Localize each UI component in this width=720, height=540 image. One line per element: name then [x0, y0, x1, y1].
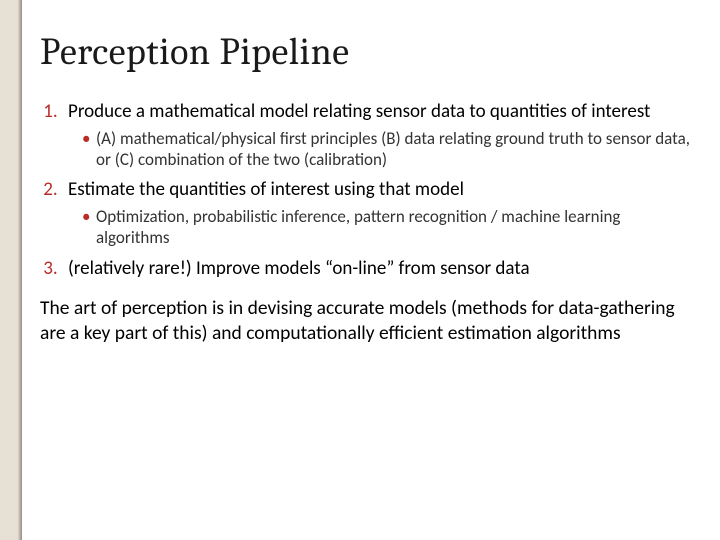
- list-item-text: (relatively rare!) Improve models “on-li…: [68, 257, 530, 280]
- accent-bar: [0, 0, 22, 540]
- sub-list-item: Optimization, probabilistic inference, p…: [82, 206, 690, 249]
- closing-paragraph: The art of perception is in devising acc…: [40, 296, 690, 346]
- list-item-text: Estimate the quantities of interest usin…: [68, 178, 464, 201]
- list-item: Estimate the quantities of interest usin…: [62, 178, 690, 248]
- list-item: (relatively rare!) Improve models “on-li…: [62, 257, 690, 281]
- sub-list: Optimization, probabilistic inference, p…: [68, 206, 690, 249]
- list-item-text: Produce a mathematical model relating se…: [68, 100, 650, 123]
- sub-list-item: (A) mathematical/physical first principl…: [82, 128, 690, 171]
- slide-content: Perception Pipeline Produce a mathematic…: [40, 30, 690, 366]
- slide-title: Perception Pipeline: [40, 30, 690, 74]
- list-item: Produce a mathematical model relating se…: [62, 100, 690, 170]
- main-list: Produce a mathematical model relating se…: [40, 100, 690, 280]
- sub-list: (A) mathematical/physical first principl…: [68, 128, 690, 171]
